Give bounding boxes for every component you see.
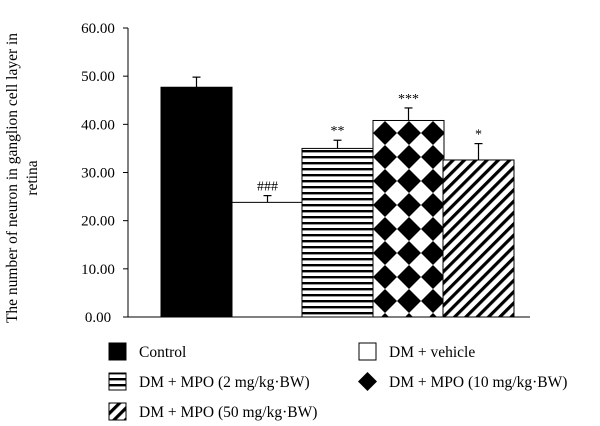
- significance-label: *: [475, 128, 482, 143]
- y-axis-label-line2: retina: [24, 160, 41, 195]
- y-tick-label: 20.00: [81, 214, 115, 230]
- y-tick-label: 10.00: [81, 262, 115, 278]
- bar: [372, 119, 445, 318]
- legend-swatch: [108, 342, 127, 361]
- bar: [442, 159, 515, 318]
- legend-label: DM + MPO (2 mg/kg·BW): [139, 374, 310, 391]
- bar: [301, 147, 374, 318]
- y-tick-label: 40.00: [81, 117, 115, 133]
- legend-label: DM + MPO (10 mg/kg·BW): [389, 374, 567, 391]
- y-tick-label: 0.00: [85, 310, 111, 326]
- legend-swatch: [108, 402, 127, 421]
- bar: [160, 86, 233, 318]
- bar: [231, 201, 304, 318]
- legend-swatch: [358, 372, 377, 391]
- significance-label: ###: [257, 180, 278, 195]
- y-tick-label: 60.00: [81, 21, 115, 37]
- legend-swatch: [358, 342, 377, 361]
- legend-swatch: [108, 372, 127, 391]
- y-tick-label: 30.00: [81, 166, 115, 182]
- legend: Control DM + vehicle DM + MPO (2 mg/kg·BW)…: [108, 342, 567, 421]
- y-axis-ticks: 0.00 10.00 20.00 30.00 40.00 50.00 60.00: [81, 21, 128, 326]
- significance-label: ***: [398, 92, 419, 107]
- significance-label: **: [331, 124, 345, 139]
- y-axis-label-line1: The number of neuron in ganglion cell la…: [4, 33, 21, 323]
- legend-label: DM + vehicle: [389, 344, 475, 361]
- bars-group: ###******: [160, 76, 515, 318]
- legend-label: Control: [139, 344, 186, 361]
- y-tick-label: 50.00: [81, 69, 115, 85]
- legend-label: DM + MPO (50 mg/kg·BW): [139, 404, 317, 421]
